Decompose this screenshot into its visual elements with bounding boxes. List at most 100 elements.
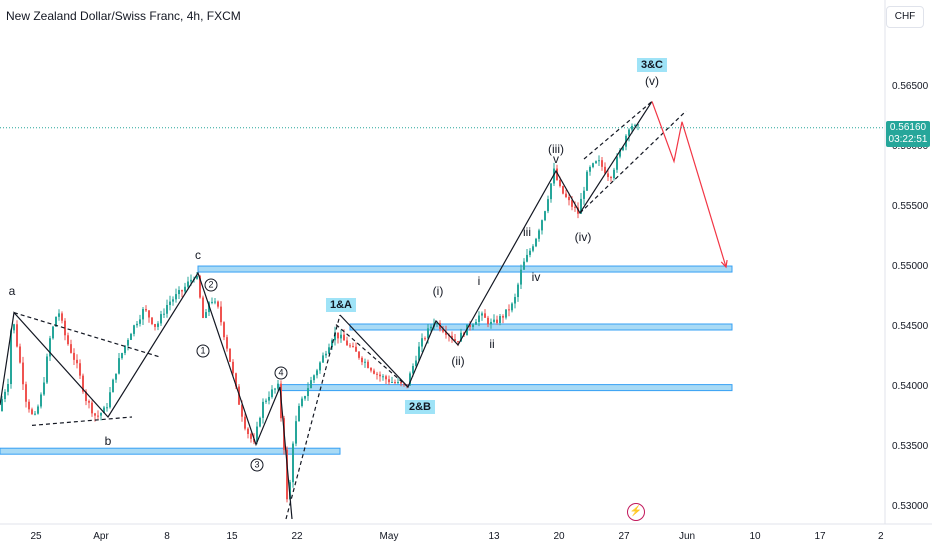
candle-body <box>415 360 417 367</box>
candle-body <box>427 328 429 339</box>
price-tick-label: 0.55500 <box>892 201 929 212</box>
candle-body <box>430 326 432 329</box>
wave-label: iii <box>523 225 531 240</box>
candle-body <box>379 374 381 377</box>
candle-body <box>49 338 51 357</box>
candle-body <box>46 356 48 383</box>
candle-body <box>400 381 402 384</box>
price-tick-label: 0.54500 <box>892 321 929 332</box>
candle-body <box>436 322 438 324</box>
wave-line-1 <box>13 312 161 358</box>
candle-body <box>328 347 330 354</box>
candle-body <box>484 313 486 318</box>
candle-body <box>67 335 69 345</box>
candle-body <box>373 370 375 374</box>
candle-body <box>250 434 252 439</box>
candle-body <box>442 329 444 332</box>
candle-body <box>124 345 126 354</box>
wave-label: iv <box>531 269 541 284</box>
candle-body <box>574 206 576 208</box>
candle-body <box>544 211 546 221</box>
candle-body <box>52 326 54 339</box>
last-price-value: 0.56160 <box>889 121 927 133</box>
candle-body <box>1 399 3 411</box>
time-tick-label: 13 <box>488 531 500 542</box>
candle-body <box>553 168 555 184</box>
lightning-bolt-icon[interactable]: ⚡ <box>627 503 645 521</box>
candle-body <box>145 308 147 311</box>
projection-arrowhead <box>720 259 728 269</box>
time-tick-label: 8 <box>164 531 170 542</box>
candle-body <box>568 197 570 201</box>
candle-body <box>322 355 324 363</box>
candle-body <box>106 407 108 409</box>
candle-body <box>454 339 456 342</box>
candle-body <box>184 286 186 292</box>
candle-body <box>139 319 141 324</box>
time-tick-label: 15 <box>226 531 238 542</box>
candle-body <box>262 401 264 418</box>
candle-body <box>361 357 363 363</box>
wave-line-7 <box>335 324 409 388</box>
candle-body <box>103 407 105 414</box>
candle-body <box>565 193 567 198</box>
candle-body <box>496 319 498 323</box>
candle-body <box>613 169 615 179</box>
wave-label: v <box>553 152 559 166</box>
time-tick-label: May <box>379 531 399 542</box>
wave-label: 2&B <box>404 400 436 415</box>
candle-body <box>340 334 342 339</box>
candle-body <box>73 352 75 360</box>
candle-body <box>199 275 201 298</box>
candle-body <box>247 428 249 435</box>
support-resistance-zones <box>0 265 733 455</box>
candle-body <box>172 299 174 302</box>
candle-body <box>136 323 138 326</box>
candle-body <box>478 315 480 322</box>
wave-line-5 <box>583 100 653 160</box>
candle-body <box>598 160 600 162</box>
candle-body <box>19 346 21 363</box>
candle-body <box>58 313 60 317</box>
candle-body <box>355 346 357 352</box>
candle-body <box>538 230 540 239</box>
candle-body <box>628 129 630 136</box>
candle-body <box>424 338 426 340</box>
candle-body <box>559 179 561 187</box>
candle-body <box>40 394 42 407</box>
candle-body <box>100 413 102 416</box>
candle-body <box>580 198 582 214</box>
candle-body <box>505 309 507 318</box>
time-tick-label: 22 <box>291 531 303 542</box>
candle-body <box>583 190 585 199</box>
candle-body <box>337 332 339 339</box>
candle-body <box>7 384 9 392</box>
candle-body <box>319 362 321 371</box>
zone-2 <box>279 384 733 392</box>
currency-button[interactable]: CHF <box>886 6 924 28</box>
candle-body <box>535 238 537 247</box>
candle-body <box>118 358 120 374</box>
wave-label: 4 <box>274 366 288 380</box>
candle-body <box>181 290 183 292</box>
candle-body <box>409 373 411 386</box>
candle-body <box>352 346 354 348</box>
candle-body <box>508 309 510 311</box>
candle-body <box>292 443 294 483</box>
wave-label: (v) <box>645 74 659 88</box>
candle-body <box>523 261 525 270</box>
candle-body <box>55 316 57 327</box>
zone-0 <box>197 265 733 273</box>
candle-body <box>43 382 45 395</box>
candle-body <box>307 388 309 397</box>
candle-body <box>94 413 96 416</box>
candle-body <box>571 200 573 207</box>
candle-body <box>232 361 234 374</box>
candle-body <box>499 316 501 323</box>
candle-body <box>610 177 612 179</box>
candle-body <box>265 400 267 402</box>
candle-body <box>502 316 504 318</box>
candle-body <box>403 383 405 385</box>
candle-body <box>154 324 156 327</box>
